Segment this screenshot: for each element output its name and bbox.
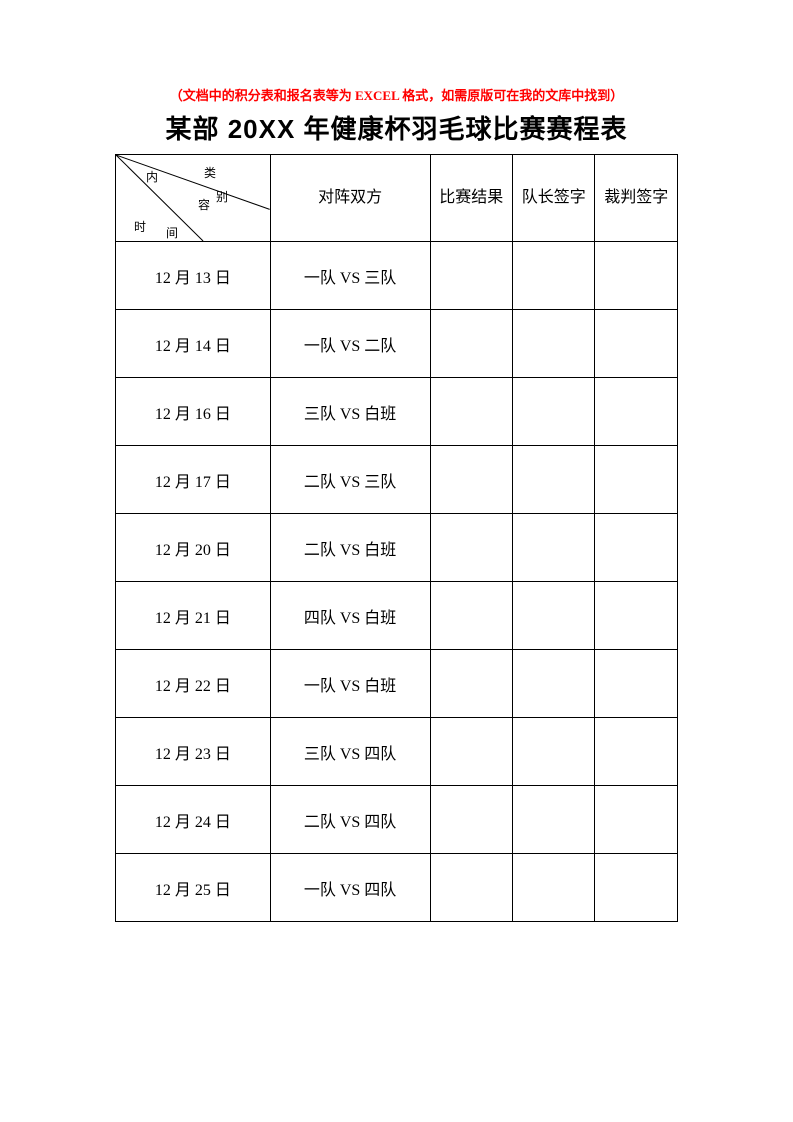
cell-referee — [595, 242, 678, 310]
cell-captain — [512, 582, 594, 650]
header-match: 对阵双方 — [270, 155, 430, 242]
schedule-table: 内 类 别 容 时 间 对阵双方 比赛结果 队长签字 裁判签字 12 月 13 … — [115, 154, 678, 922]
cell-date: 12 月 22 日 — [116, 650, 271, 718]
cell-captain — [512, 310, 594, 378]
cell-captain — [512, 718, 594, 786]
cell-captain — [512, 242, 594, 310]
cell-result — [430, 582, 512, 650]
cell-match: 一队 VS 四队 — [270, 854, 430, 922]
cell-match: 四队 VS 白班 — [270, 582, 430, 650]
document-title: 某部 20XX 年健康杯羽毛球比赛赛程表 — [115, 109, 678, 146]
table-row: 12 月 20 日 二队 VS 白班 — [116, 514, 678, 582]
document-note: （文档中的积分表和报名表等为 EXCEL 格式，如需原版可在我的文库中找到） — [115, 85, 678, 104]
diag-label-nei: 内 — [146, 167, 158, 189]
cell-result — [430, 310, 512, 378]
cell-result — [430, 378, 512, 446]
cell-date: 12 月 13 日 — [116, 242, 271, 310]
diag-label-lei: 类 — [204, 163, 216, 185]
diag-label-bie: 别 — [216, 187, 228, 209]
diagonal-header-cell: 内 类 别 容 时 间 — [116, 155, 271, 242]
header-captain: 队长签字 — [512, 155, 594, 242]
cell-match: 二队 VS 四队 — [270, 786, 430, 854]
cell-captain — [512, 378, 594, 446]
cell-date: 12 月 17 日 — [116, 446, 271, 514]
header-result: 比赛结果 — [430, 155, 512, 242]
diag-label-rong: 容 — [198, 195, 210, 217]
cell-match: 三队 VS 四队 — [270, 718, 430, 786]
cell-result — [430, 242, 512, 310]
table-row: 12 月 21 日 四队 VS 白班 — [116, 582, 678, 650]
cell-match: 一队 VS 三队 — [270, 242, 430, 310]
cell-referee — [595, 378, 678, 446]
cell-referee — [595, 310, 678, 378]
table-row: 12 月 23 日 三队 VS 四队 — [116, 718, 678, 786]
cell-date: 12 月 20 日 — [116, 514, 271, 582]
cell-result — [430, 446, 512, 514]
cell-captain — [512, 854, 594, 922]
cell-result — [430, 786, 512, 854]
cell-referee — [595, 854, 678, 922]
table-header-row: 内 类 别 容 时 间 对阵双方 比赛结果 队长签字 裁判签字 — [116, 155, 678, 242]
cell-match: 二队 VS 三队 — [270, 446, 430, 514]
table-row: 12 月 25 日 一队 VS 四队 — [116, 854, 678, 922]
table-row: 12 月 14 日 一队 VS 二队 — [116, 310, 678, 378]
cell-result — [430, 650, 512, 718]
cell-result — [430, 718, 512, 786]
cell-referee — [595, 786, 678, 854]
cell-referee — [595, 514, 678, 582]
cell-date: 12 月 14 日 — [116, 310, 271, 378]
cell-date: 12 月 24 日 — [116, 786, 271, 854]
table-row: 12 月 24 日 二队 VS 四队 — [116, 786, 678, 854]
table-row: 12 月 22 日 一队 VS 白班 — [116, 650, 678, 718]
table-row: 12 月 17 日 二队 VS 三队 — [116, 446, 678, 514]
table-body: 12 月 13 日 一队 VS 三队 12 月 14 日 一队 VS 二队 12… — [116, 242, 678, 922]
table-row: 12 月 16 日 三队 VS 白班 — [116, 378, 678, 446]
header-referee: 裁判签字 — [595, 155, 678, 242]
cell-date: 12 月 16 日 — [116, 378, 271, 446]
cell-match: 三队 VS 白班 — [270, 378, 430, 446]
cell-referee — [595, 718, 678, 786]
cell-match: 一队 VS 白班 — [270, 650, 430, 718]
cell-date: 12 月 23 日 — [116, 718, 271, 786]
table-row: 12 月 13 日 一队 VS 三队 — [116, 242, 678, 310]
cell-match: 一队 VS 二队 — [270, 310, 430, 378]
cell-captain — [512, 446, 594, 514]
diag-label-jian: 间 — [166, 223, 178, 245]
cell-captain — [512, 650, 594, 718]
cell-referee — [595, 446, 678, 514]
cell-referee — [595, 650, 678, 718]
cell-match: 二队 VS 白班 — [270, 514, 430, 582]
diag-label-shi: 时 — [134, 217, 146, 239]
cell-result — [430, 854, 512, 922]
cell-captain — [512, 514, 594, 582]
cell-result — [430, 514, 512, 582]
cell-referee — [595, 582, 678, 650]
cell-date: 12 月 21 日 — [116, 582, 271, 650]
cell-captain — [512, 786, 594, 854]
cell-date: 12 月 25 日 — [116, 854, 271, 922]
